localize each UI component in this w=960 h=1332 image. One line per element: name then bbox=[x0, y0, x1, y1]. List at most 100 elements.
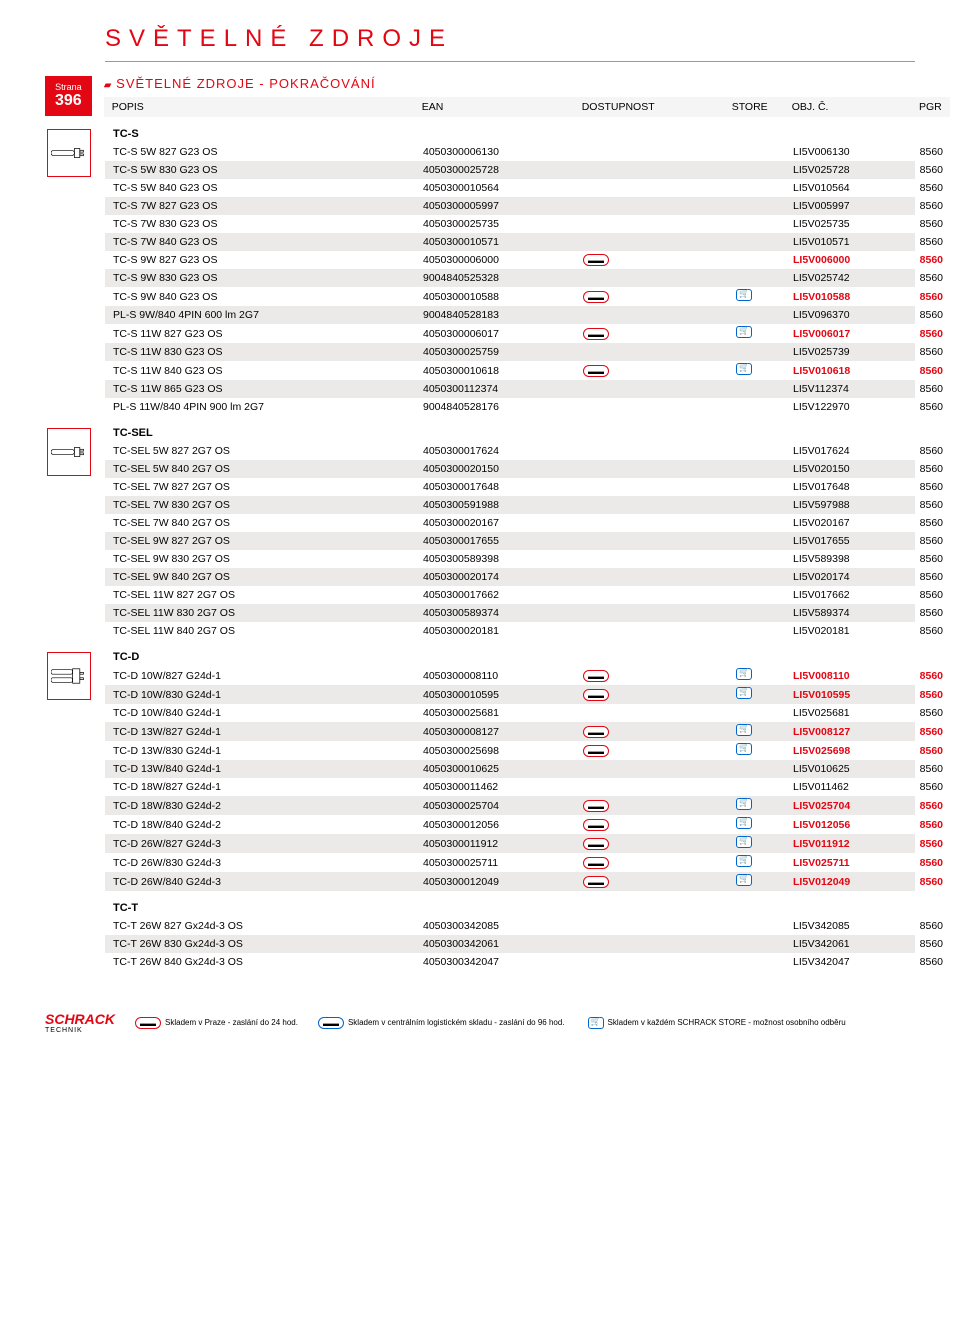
col-ean: EAN bbox=[422, 101, 582, 113]
cell-popis: TC-S 9W 840 G23 OS bbox=[113, 291, 423, 303]
cell-popis: TC-S 11W 827 G23 OS bbox=[113, 328, 423, 340]
page-number: 396 bbox=[55, 92, 82, 109]
cell-pgr: 8560 bbox=[893, 365, 943, 377]
cell-pgr: 8560 bbox=[893, 838, 943, 850]
cell-obj: LI5V012056 bbox=[793, 819, 893, 831]
stock-badge: ▬▬ bbox=[583, 857, 609, 869]
cell-obj: LI5V020167 bbox=[793, 517, 893, 529]
col-dostupnost: DOSTUPNOST bbox=[582, 101, 732, 113]
stock-badge: ▬▬ bbox=[583, 876, 609, 888]
cell-dostupnost: ▬▬ bbox=[583, 254, 733, 266]
cell-popis: TC-SEL 5W 827 2G7 OS bbox=[113, 445, 423, 457]
footer-legend-2: ▬▬Skladem v centrálním logistickém sklad… bbox=[318, 1017, 565, 1029]
stock-badge: ▬▬ bbox=[583, 745, 609, 757]
cell-popis: TC-S 11W 840 G23 OS bbox=[113, 365, 423, 377]
cell-ean: 4050300006017 bbox=[423, 328, 583, 340]
cell-pgr: 8560 bbox=[893, 800, 943, 812]
table-row: TC-SEL 11W 840 2G7 OS4050300020181LI5V02… bbox=[105, 622, 915, 640]
cell-popis: TC-SEL 5W 840 2G7 OS bbox=[113, 463, 423, 475]
cell-pgr: 8560 bbox=[893, 707, 943, 719]
cell-pgr: 8560 bbox=[893, 763, 943, 775]
cell-obj: LI5V025681 bbox=[793, 707, 893, 719]
table-row: TC-SEL 9W 840 2G7 OS4050300020174LI5V020… bbox=[105, 568, 915, 586]
cell-obj: LI5V010564 bbox=[793, 182, 893, 194]
cell-obj: LI5V008110 bbox=[793, 670, 893, 682]
cell-pgr: 8560 bbox=[893, 182, 943, 194]
cell-store bbox=[733, 668, 793, 683]
cell-obj: LI5V017662 bbox=[793, 589, 893, 601]
cell-obj: LI5V020174 bbox=[793, 571, 893, 583]
cell-pgr: 8560 bbox=[893, 535, 943, 547]
cell-ean: 4050300020174 bbox=[423, 571, 583, 583]
cell-pgr: 8560 bbox=[893, 481, 943, 493]
cell-obj: LI5V112374 bbox=[793, 383, 893, 395]
cell-store bbox=[733, 743, 793, 758]
cell-ean: 4050300010625 bbox=[423, 763, 583, 775]
cell-store bbox=[733, 724, 793, 739]
stock-badge: ▬▬ bbox=[583, 726, 609, 738]
cell-ean: 4050300342085 bbox=[423, 920, 583, 932]
cell-popis: TC-D 26W/840 G24d-3 bbox=[113, 876, 423, 888]
cell-store bbox=[733, 687, 793, 702]
table-row: TC-D 18W/830 G24d-24050300025704▬▬LI5V02… bbox=[105, 796, 915, 815]
cell-pgr: 8560 bbox=[893, 607, 943, 619]
cell-ean: 4050300591988 bbox=[423, 499, 583, 511]
table-row: TC-S 5W 830 G23 OS4050300025728LI5V02572… bbox=[105, 161, 915, 179]
cell-obj: LI5V006000 bbox=[793, 254, 893, 266]
cell-obj: LI5V096370 bbox=[793, 309, 893, 321]
cell-obj: LI5V011462 bbox=[793, 781, 893, 793]
cell-store bbox=[733, 798, 793, 813]
stock-badge: ▬▬ bbox=[583, 254, 609, 266]
cell-ean: 4050300010564 bbox=[423, 182, 583, 194]
cell-ean: 4050300025698 bbox=[423, 745, 583, 757]
cell-pgr: 8560 bbox=[893, 938, 943, 950]
section-head: TC-D bbox=[105, 648, 915, 666]
table-row: TC-SEL 5W 827 2G7 OS4050300017624LI5V017… bbox=[105, 442, 915, 460]
cell-store bbox=[733, 855, 793, 870]
cell-popis: TC-S 9W 827 G23 OS bbox=[113, 254, 423, 266]
cell-obj: LI5V025735 bbox=[793, 218, 893, 230]
table-row: TC-D 18W/840 G24d-24050300012056▬▬LI5V01… bbox=[105, 815, 915, 834]
cell-obj: LI5V012049 bbox=[793, 876, 893, 888]
cell-popis: TC-D 26W/827 G24d-3 bbox=[113, 838, 423, 850]
cell-obj: LI5V011912 bbox=[793, 838, 893, 850]
cell-obj: LI5V342047 bbox=[793, 956, 893, 968]
cell-pgr: 8560 bbox=[893, 146, 943, 158]
cell-store bbox=[733, 363, 793, 378]
cell-obj: LI5V017648 bbox=[793, 481, 893, 493]
cell-ean: 4050300010595 bbox=[423, 689, 583, 701]
cell-ean: 4050300025735 bbox=[423, 218, 583, 230]
cell-obj: LI5V025704 bbox=[793, 800, 893, 812]
stock-badge: ▬▬ bbox=[583, 291, 609, 303]
cell-ean: 4050300589374 bbox=[423, 607, 583, 619]
cell-obj: LI5V005997 bbox=[793, 200, 893, 212]
cell-ean: 4050300589398 bbox=[423, 553, 583, 565]
table-row: PL-S 9W/840 4PIN 600 lm 2G79004840528183… bbox=[105, 306, 915, 324]
cell-pgr: 8560 bbox=[893, 164, 943, 176]
cell-popis: TC-T 26W 840 Gx24d-3 OS bbox=[113, 956, 423, 968]
cell-ean: 9004840528183 bbox=[423, 309, 583, 321]
stock-badge: ▬▬ bbox=[583, 689, 609, 701]
table-row: TC-SEL 9W 827 2G7 OS4050300017655LI5V017… bbox=[105, 532, 915, 550]
cell-pgr: 8560 bbox=[893, 346, 943, 358]
cell-ean: 4050300020167 bbox=[423, 517, 583, 529]
stock-badge: ▬▬ bbox=[583, 670, 609, 682]
cell-ean: 4050300011912 bbox=[423, 838, 583, 850]
cell-popis: TC-D 26W/830 G24d-3 bbox=[113, 857, 423, 869]
cell-dostupnost: ▬▬ bbox=[583, 328, 733, 340]
col-store: STORE bbox=[732, 101, 792, 113]
cell-pgr: 8560 bbox=[893, 670, 943, 682]
cell-obj: LI5V006017 bbox=[793, 328, 893, 340]
cell-obj: LI5V010588 bbox=[793, 291, 893, 303]
cell-ean: 4050300012056 bbox=[423, 819, 583, 831]
section-head: TC-SEL bbox=[105, 424, 915, 442]
cell-pgr: 8560 bbox=[893, 819, 943, 831]
cell-popis: TC-SEL 11W 830 2G7 OS bbox=[113, 607, 423, 619]
table-row: TC-S 5W 840 G23 OS4050300010564LI5V01056… bbox=[105, 179, 915, 197]
column-headers: POPIS EAN DOSTUPNOST STORE OBJ. Č. PGR bbox=[104, 97, 950, 117]
cell-ean: 4050300005997 bbox=[423, 200, 583, 212]
cart-icon bbox=[736, 855, 752, 867]
cell-obj: LI5V010618 bbox=[793, 365, 893, 377]
cell-pgr: 8560 bbox=[893, 463, 943, 475]
cell-dostupnost: ▬▬ bbox=[583, 291, 733, 303]
